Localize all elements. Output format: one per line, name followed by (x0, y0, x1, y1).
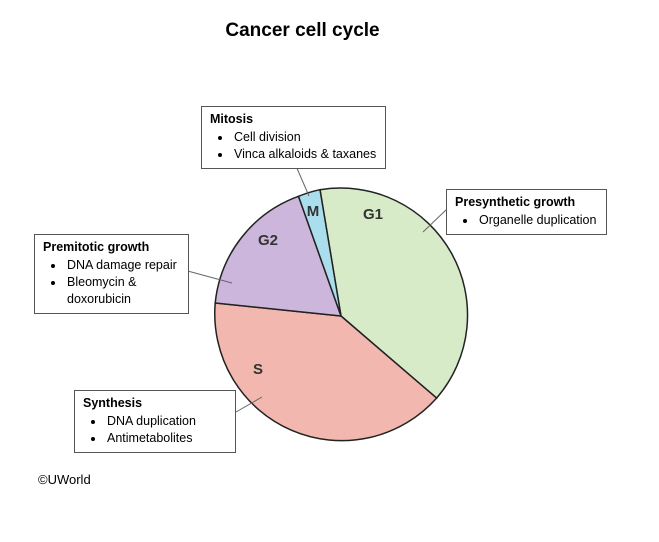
mitosis-heading: Mitosis (210, 112, 254, 126)
diagram-title: Cancer cell cycle (225, 20, 380, 41)
presynthetic-leader (422, 208, 448, 233)
g1-label: G1 (363, 206, 383, 223)
synthesis-item: Antimetabolites (105, 430, 227, 447)
m-label: M (307, 203, 320, 220)
g1-slice (319, 187, 469, 400)
presynthetic-item: Organelle duplication (477, 212, 598, 229)
g2-label: G2 (258, 232, 278, 249)
s-slice (214, 302, 438, 442)
synthesis-leader (235, 396, 263, 413)
mitosis-callout: Mitosis Cell division Vinca alkaloids & … (201, 106, 386, 169)
mitosis-leader (295, 165, 310, 197)
premitotic-heading: Premitotic growth (43, 240, 150, 254)
presynthetic-heading: Presynthetic growth (455, 195, 576, 209)
premitotic-leader (183, 269, 233, 284)
m-slice (297, 188, 342, 317)
g2-slice (214, 195, 343, 317)
presynthetic-callout: Presynthetic growth Organelle duplicatio… (446, 189, 607, 235)
synthesis-callout: Synthesis DNA duplication Antimetabolite… (74, 390, 236, 453)
mitosis-item: Vinca alkaloids & taxanes (232, 146, 377, 163)
premitotic-callout: Premitotic growth DNA damage repair Bleo… (34, 234, 189, 314)
synthesis-heading: Synthesis (83, 396, 143, 410)
premitotic-item: Bleomycin & doxorubicin (65, 274, 167, 308)
mitosis-item: Cell division (232, 129, 377, 146)
copyright-credit: ©UWorld (38, 472, 91, 487)
s-label: S (253, 361, 263, 378)
premitotic-item: DNA damage repair (65, 257, 180, 274)
synthesis-item: DNA duplication (105, 413, 227, 430)
